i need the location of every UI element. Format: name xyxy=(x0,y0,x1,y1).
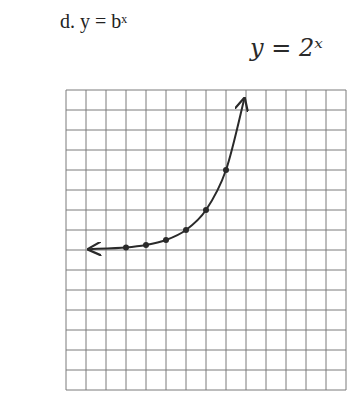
grid-line-x xyxy=(206,90,207,390)
grid-line-y xyxy=(66,170,346,171)
grid-line-x xyxy=(306,90,307,390)
grid-line-y xyxy=(66,310,346,311)
grid-line-x xyxy=(106,90,107,390)
grid-line-x xyxy=(226,90,227,390)
plot-area xyxy=(90,100,244,250)
grid xyxy=(66,90,346,390)
grid-line-x xyxy=(346,90,347,390)
grid-line-y xyxy=(66,190,346,191)
grid-line-x xyxy=(266,90,267,390)
grid-line-x xyxy=(186,90,187,390)
grid-line-x xyxy=(66,90,67,390)
point xyxy=(143,242,149,248)
annotation: y = 2ˣ xyxy=(249,34,323,62)
grid-line-y xyxy=(66,130,346,131)
grid-line-x xyxy=(326,90,327,390)
grid-line-y xyxy=(66,110,346,111)
grid-line-y xyxy=(66,370,346,371)
point xyxy=(203,207,209,213)
grid-line-y xyxy=(66,150,346,151)
grid-line-y xyxy=(66,230,346,231)
grid-line-y xyxy=(66,350,346,351)
grid-line-y xyxy=(66,390,346,391)
title: d. y = bˣ xyxy=(60,10,127,33)
grid-line-y xyxy=(66,270,346,271)
grid-line-y xyxy=(66,290,346,291)
grid-line-x xyxy=(286,90,287,390)
grid-line-x xyxy=(246,90,247,390)
grid-line-x xyxy=(146,90,147,390)
grid-line-y xyxy=(66,330,346,331)
curve xyxy=(90,100,244,249)
grid-line-x xyxy=(86,90,87,390)
point xyxy=(163,237,169,243)
grid-line-y xyxy=(66,90,346,91)
point xyxy=(123,244,129,250)
chart: d. y = bˣ y = 2ˣ xyxy=(0,0,359,395)
point xyxy=(223,167,229,173)
grid-line-y xyxy=(66,250,346,251)
grid-line-x xyxy=(126,90,127,390)
point xyxy=(183,227,189,233)
